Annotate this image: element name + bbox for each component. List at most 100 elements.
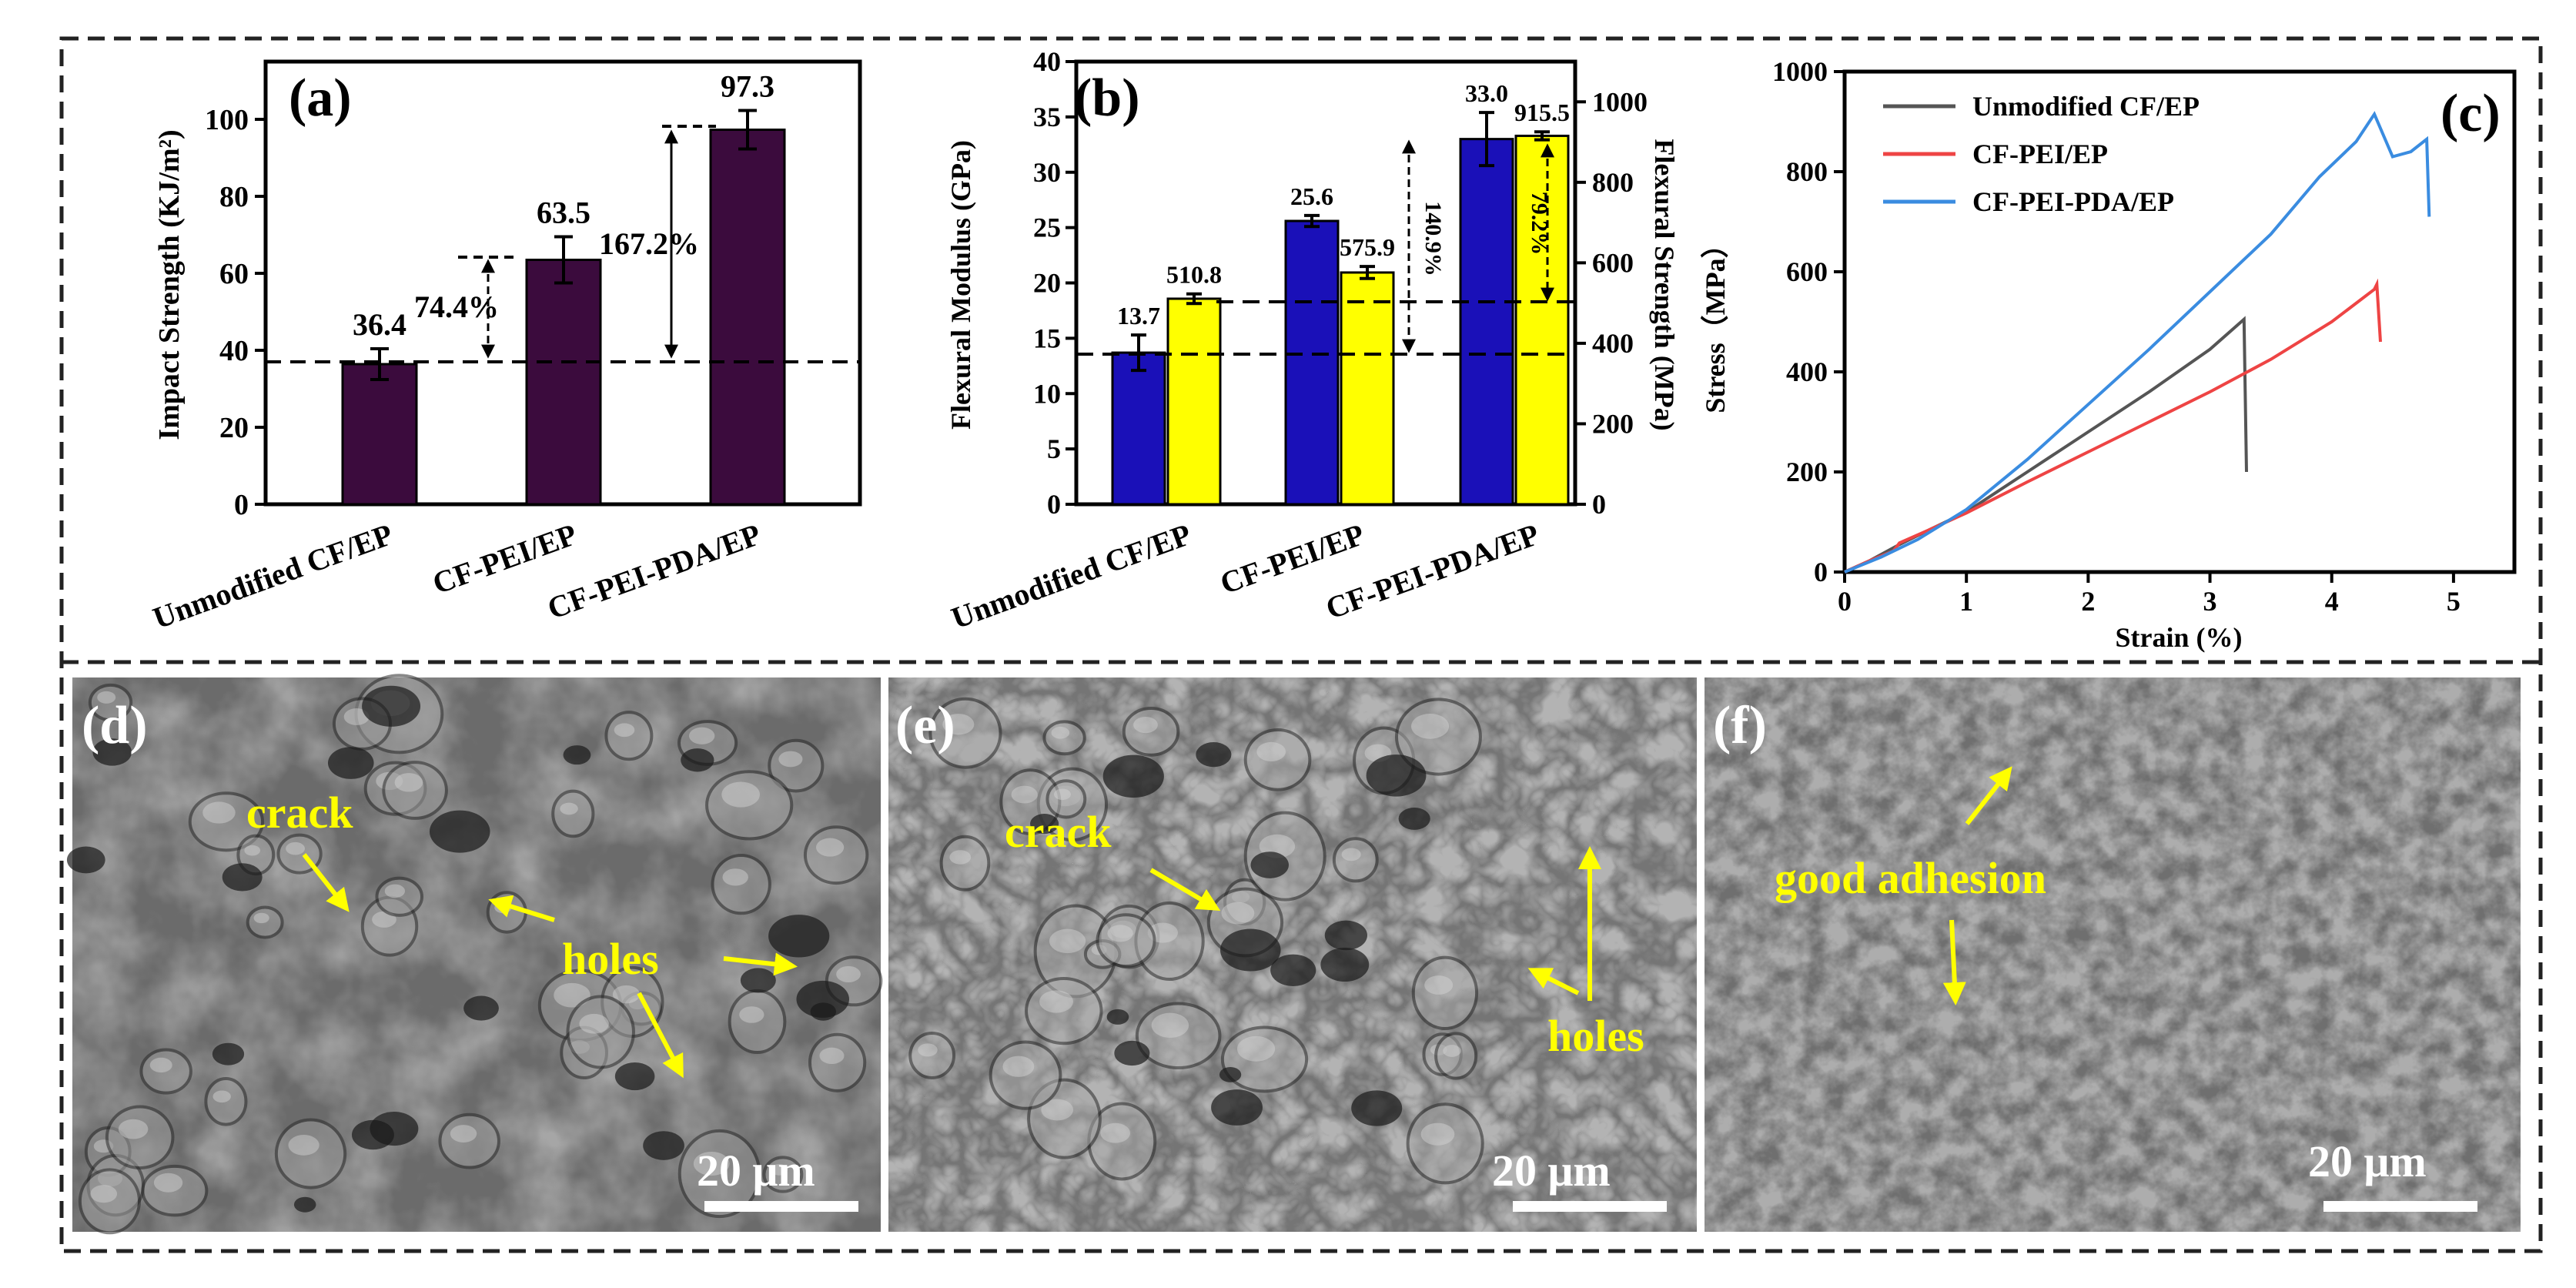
sem-fiber-highlight: [1051, 726, 1070, 739]
panel-b-annot-792: 79.2%: [1527, 192, 1552, 256]
panel-f-annot-adhesion: good adhesion: [1775, 853, 2046, 903]
sem-hole: [212, 1042, 245, 1066]
panel-c-ytick-label: 400: [1786, 356, 1828, 387]
panel-c-ytick-label: 1000: [1772, 56, 1828, 87]
panel-d-sem-image: (d) crack holes 20 μm: [66, 674, 883, 1235]
panel-b-ytick-right-label: 400: [1592, 328, 1634, 359]
sem-fiber-highlight: [1041, 1099, 1074, 1121]
sem-fiber-highlight: [778, 751, 803, 768]
panel-f-scalebar-label: 20 μm: [2308, 1136, 2427, 1186]
sem-fiber-highlight: [97, 691, 116, 704]
panel-b-ytick-right-label: 1000: [1592, 86, 1648, 117]
panel-d-scalebar: [704, 1201, 858, 1212]
panel-b-label: (b): [1074, 69, 1140, 128]
sem-fiber-end: [1411, 955, 1479, 1031]
sem-hole: [768, 915, 830, 958]
sem-fiber-end: [566, 995, 635, 1069]
panel-a-annot-744: 74.4%: [414, 289, 499, 324]
sem-fiber-highlight: [819, 1047, 845, 1065]
panel-b-chart: 0 5 10 15 20 25 30 35 40 0 200 400 600 800 1000 13.7 2…: [945, 46, 1680, 636]
panel-c-ytick-label: 200: [1786, 457, 1828, 487]
sem-fiber-highlight: [722, 868, 748, 886]
panel-c-legend-label: Unmodified CF/EP: [1972, 91, 2200, 122]
sem-fiber-highlight: [288, 1135, 319, 1156]
sem-fiber-highlight: [212, 1090, 231, 1103]
sem-fiber-highlight: [202, 801, 236, 824]
sem-fiber-highlight: [1011, 785, 1038, 804]
panel-a-ytick-label: 100: [205, 104, 249, 136]
sem-fiber-highlight: [1100, 1122, 1131, 1143]
sem-fiber-highlight: [693, 1151, 730, 1176]
panel-f-arrow-1: [1965, 766, 2012, 825]
panel-c-xtick-label: 0: [1838, 586, 1852, 617]
sem-fiber-highlight: [1236, 1035, 1276, 1062]
sem-fiber-highlight: [1221, 902, 1255, 925]
sem-fiber-highlight: [1424, 975, 1454, 995]
sem-fiber-end: [928, 697, 1002, 769]
sem-fiber-end: [768, 738, 825, 793]
sem-fiber-highlight: [721, 781, 760, 808]
sem-hole: [327, 747, 374, 779]
sem-fiber-end: [1406, 1102, 1484, 1185]
sem-hole: [614, 1062, 655, 1091]
panel-c-xtick-label: 5: [2447, 586, 2461, 617]
sem-fiber-end: [1243, 728, 1312, 791]
sem-hole: [1398, 808, 1430, 830]
sem-hole: [1270, 954, 1316, 986]
sem-fiber-end: [808, 1032, 867, 1092]
sem-hole: [1196, 741, 1232, 768]
panel-a-xtick-label: CF-PEI-PDA/EP: [543, 517, 765, 626]
panel-b-ytick-right-label: 600: [1592, 247, 1634, 278]
panel-d-annot-crack: crack: [246, 788, 353, 838]
sem-fiber-highlight: [1039, 990, 1073, 1013]
sem-fiber-end: [1045, 779, 1087, 819]
sem-fiber-highlight: [1420, 1122, 1455, 1146]
sem-fiber-end: [604, 711, 654, 761]
sem-hole: [1351, 1090, 1403, 1126]
panel-e-arrow-1: [1149, 868, 1221, 912]
sem-fiber-end: [188, 791, 265, 852]
panel-c-ylabel: Stress（MPa）: [1700, 230, 1731, 413]
panel-e-annot-crack: crack: [1005, 807, 1112, 857]
panel-c-ytick-label: 600: [1786, 256, 1828, 287]
sem-hole: [643, 1131, 684, 1160]
sem-hole: [463, 995, 499, 1021]
panel-a-value-label: 63.5: [537, 196, 590, 230]
panel-a-bar: [525, 259, 602, 506]
sem-hole: [796, 980, 850, 1018]
panel-b-ylabel-left: Flexural Modulus (GPa): [945, 140, 976, 430]
panel-b-ytick-label: 10: [1033, 378, 1061, 409]
panel-b-bar: [1111, 351, 1166, 506]
figure-frame: [59, 36, 2543, 1253]
panel-d-arrow-2: [488, 895, 555, 922]
sem-fiber-highlight: [918, 1043, 938, 1057]
sem-hole: [222, 863, 263, 892]
panel-d-arrow-3: [723, 952, 798, 976]
panel-b-annot-1409: 140.9%: [1420, 201, 1446, 276]
panel-e-scalebar-label: 20 μm: [1492, 1146, 1611, 1196]
panel-b-value-label: 915.5: [1514, 99, 1570, 126]
sem-fiber-highlight: [343, 708, 370, 725]
sem-fiber-highlight: [1133, 716, 1158, 734]
sem-fiber-end: [1332, 837, 1379, 883]
sem-hole: [1211, 1089, 1263, 1126]
sem-hole: [1102, 754, 1164, 798]
panel-b-ytick-label: 15: [1033, 323, 1061, 353]
panel-b-ytick-label: 35: [1033, 102, 1061, 132]
panel-c-series-line: [1844, 316, 2248, 574]
sem-fiber-highlight: [949, 850, 972, 865]
panel-a-value-label: 36.4: [353, 307, 406, 342]
sem-fiber-end: [711, 854, 771, 915]
sem-fiber-end: [141, 1164, 209, 1217]
sem-hole: [1219, 928, 1281, 972]
sem-hole: [92, 738, 132, 766]
sem-hole: [1114, 1040, 1150, 1066]
panel-a-ytick-label: 20: [219, 412, 249, 444]
sem-hole: [1106, 1009, 1129, 1025]
panel-a-xtick-label: Unmodified CF/EP: [149, 517, 397, 635]
panel-a-ytick-label: 60: [219, 258, 249, 290]
sem-fiber-highlight: [1049, 928, 1086, 954]
sem-hole: [1030, 814, 1059, 835]
sem-fiber-highlight: [244, 845, 261, 856]
sem-fiber-highlight: [942, 714, 975, 735]
